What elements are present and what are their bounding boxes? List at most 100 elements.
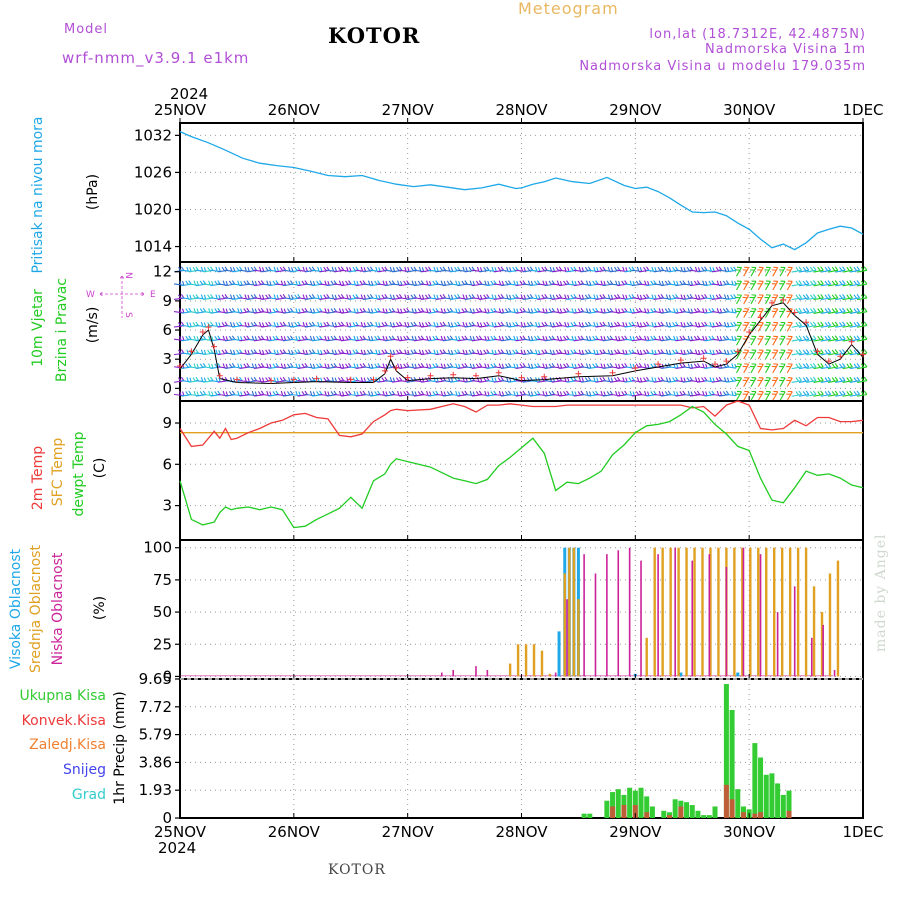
wind-barb-shape bbox=[856, 307, 868, 314]
cloud-bar bbox=[640, 560, 642, 677]
legend-hail: Grad bbox=[72, 787, 106, 803]
wind-barb-shape bbox=[771, 390, 779, 401]
gust-marker bbox=[347, 376, 354, 383]
wind-barb-shape bbox=[173, 294, 185, 300]
cloud-bar bbox=[548, 673, 552, 677]
gust-marker bbox=[233, 376, 240, 383]
wind-barb bbox=[779, 377, 786, 387]
wind-barb bbox=[735, 377, 742, 387]
y-tick-label: 9.65 bbox=[139, 670, 172, 688]
cloud-bar bbox=[583, 554, 585, 677]
precip-bar bbox=[712, 806, 718, 818]
gust-marker bbox=[791, 309, 798, 316]
wind-barb-shape bbox=[798, 266, 810, 273]
gust-marker bbox=[575, 370, 582, 377]
wind-barb-shape bbox=[835, 307, 846, 314]
wind-barb-shape bbox=[757, 280, 764, 291]
wind-barb bbox=[842, 266, 853, 273]
wind-barb bbox=[779, 349, 786, 360]
wind-barb-shape bbox=[856, 280, 868, 287]
wind-barb-shape bbox=[820, 280, 832, 287]
wind-barb bbox=[856, 321, 868, 328]
gust-marker bbox=[677, 357, 684, 364]
wind-barb bbox=[856, 362, 868, 370]
wind-barb-shape bbox=[764, 390, 771, 401]
wind-barb-shape bbox=[735, 266, 742, 277]
wind-barb-shape bbox=[742, 349, 750, 360]
wind-barb bbox=[779, 294, 786, 305]
wind-barb bbox=[771, 294, 779, 305]
gust-marker bbox=[518, 374, 525, 381]
wind-barb bbox=[786, 294, 793, 305]
wind-barb bbox=[786, 280, 793, 291]
cloud-bar bbox=[773, 547, 776, 677]
wind-barb-shape bbox=[750, 321, 757, 332]
wind-barb bbox=[735, 335, 742, 346]
gust-marker bbox=[177, 363, 183, 370]
footer-station: KOTOR bbox=[328, 862, 386, 878]
wind-barb bbox=[820, 307, 832, 314]
wind-barb-shape bbox=[779, 321, 786, 332]
legend-conv-rain: Konvek.Kisa bbox=[22, 713, 106, 729]
gust-marker bbox=[655, 361, 662, 368]
y-tick-label: 75 bbox=[153, 571, 172, 589]
cloud-bar bbox=[709, 547, 712, 677]
wind-barb bbox=[742, 363, 750, 374]
wind-barb-shape bbox=[813, 335, 824, 342]
wind-barb bbox=[735, 390, 742, 401]
gust-marker bbox=[734, 348, 741, 355]
wind-barb-shape bbox=[806, 376, 817, 383]
wind-barb bbox=[798, 362, 810, 370]
wind-barb-shape bbox=[827, 307, 839, 314]
wind-barb bbox=[750, 363, 757, 374]
top-date-label: 27NOV bbox=[382, 101, 435, 119]
wind-barb-shape bbox=[856, 362, 868, 370]
wind-barb bbox=[856, 293, 868, 301]
wind-barb-shape bbox=[849, 280, 861, 287]
wind-barb-shape bbox=[173, 349, 185, 356]
top-date-label: 29NOV bbox=[609, 101, 662, 119]
cloud-bar bbox=[757, 547, 760, 677]
wind-barb-shape bbox=[813, 390, 824, 397]
wind-barb bbox=[827, 321, 839, 328]
wind-barb bbox=[757, 266, 764, 277]
cloud-bar bbox=[628, 547, 631, 677]
wind-barb bbox=[827, 307, 839, 314]
wind-barb-shape bbox=[835, 362, 846, 370]
wind-barb bbox=[764, 363, 771, 374]
precip-bar bbox=[786, 790, 792, 818]
wind-barb-shape bbox=[856, 293, 868, 301]
wind-barb bbox=[750, 377, 757, 387]
wind-barb-shape bbox=[827, 335, 839, 342]
precip-ticks: 9.65 7.72 5.79 3.86 1.93 0 bbox=[139, 670, 864, 827]
wind-barb bbox=[750, 349, 757, 360]
wind-barb bbox=[771, 335, 779, 346]
precip-legend: Ukupna Kisa Konvek.Kisa Zaledj.Kisa Snij… bbox=[19, 688, 106, 803]
gust-marker bbox=[757, 314, 764, 321]
wind-barb-shape bbox=[786, 390, 793, 401]
wind-barb bbox=[779, 390, 786, 401]
wind-barb bbox=[835, 390, 846, 397]
wind-barb-shape bbox=[750, 335, 757, 346]
wind-barb-shape bbox=[813, 362, 824, 370]
wind-barb bbox=[786, 363, 793, 374]
wind-barb-shape bbox=[735, 390, 742, 401]
y-tick-label: 9 bbox=[162, 414, 172, 432]
cloud-bar bbox=[693, 547, 696, 677]
wind-barb-shape bbox=[735, 308, 742, 318]
wind-barb-shape bbox=[849, 362, 861, 370]
y-tick-label: 100 bbox=[143, 539, 172, 557]
gust-marker bbox=[450, 371, 457, 378]
cloud-bar bbox=[572, 547, 576, 677]
cloud-bar bbox=[441, 672, 443, 677]
t2m-label: 2m Temp bbox=[30, 446, 46, 510]
wind-barb bbox=[813, 376, 824, 383]
wind-barb bbox=[742, 321, 750, 332]
precip-bar bbox=[684, 802, 690, 818]
wind-barb bbox=[771, 321, 779, 332]
cloud-bar bbox=[717, 547, 720, 677]
wind-barb-shape bbox=[764, 266, 771, 277]
wind-barb bbox=[806, 293, 817, 301]
precip-bar bbox=[615, 789, 621, 818]
wind-barb bbox=[726, 335, 737, 342]
